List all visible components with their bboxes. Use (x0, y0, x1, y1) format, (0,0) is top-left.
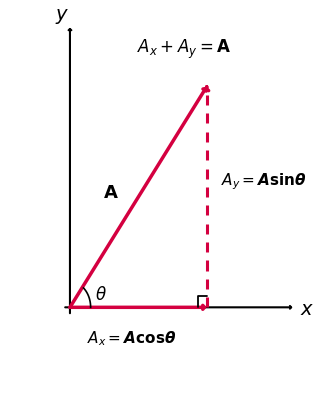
Text: $y$: $y$ (55, 7, 69, 26)
Text: $\mathit{A}_x = \boldsymbol{A}\mathbf{cos}\boldsymbol{\theta}$: $\mathit{A}_x = \boldsymbol{A}\mathbf{co… (87, 329, 176, 348)
Text: $\mathit{A}_x + \mathit{A}_y = \mathbf{A}$: $\mathit{A}_x + \mathit{A}_y = \mathbf{A… (137, 38, 232, 61)
Text: $\mathbf{A}$: $\mathbf{A}$ (103, 184, 119, 202)
Text: $\theta$: $\theta$ (95, 286, 107, 304)
Text: $\mathit{A}_y = \boldsymbol{A}\mathbf{sin}\boldsymbol{\theta}$: $\mathit{A}_y = \boldsymbol{A}\mathbf{si… (221, 171, 307, 191)
Text: $x$: $x$ (300, 300, 314, 319)
